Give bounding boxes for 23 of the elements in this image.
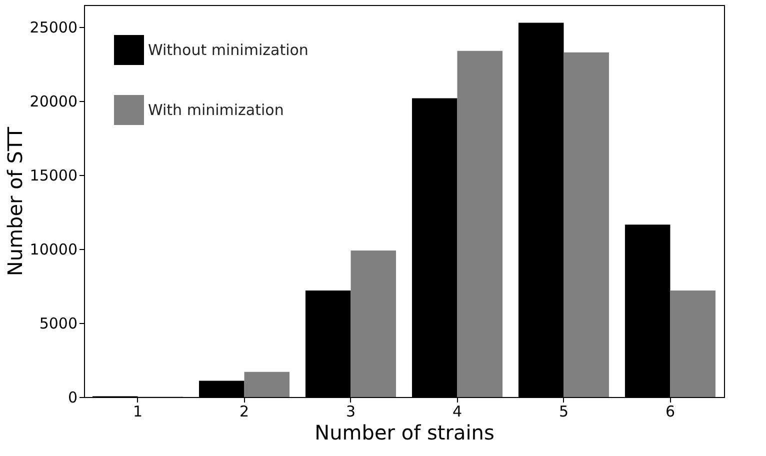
y-tick-label: 20000 bbox=[30, 92, 78, 111]
y-tick-label: 10000 bbox=[30, 240, 78, 259]
bar bbox=[244, 372, 290, 397]
x-axis-title: Number of strains bbox=[314, 420, 494, 444]
x-tick-label: 5 bbox=[558, 402, 569, 420]
y-tick-label: 25000 bbox=[30, 18, 78, 37]
y-tick-label: 0 bbox=[68, 388, 78, 406]
bar bbox=[670, 290, 716, 397]
legend-label: With minimization bbox=[148, 101, 284, 119]
x-tick-label: 6 bbox=[665, 402, 675, 420]
y-axis-title: Number of STT bbox=[2, 126, 27, 276]
y-tick-label: 15000 bbox=[30, 166, 78, 185]
bar bbox=[457, 50, 502, 397]
legend-label: Without minimization bbox=[148, 41, 308, 59]
bar bbox=[350, 250, 396, 397]
bar bbox=[564, 52, 609, 397]
y-tick-label: 5000 bbox=[39, 314, 78, 333]
bar bbox=[412, 98, 458, 397]
x-tick-label: 3 bbox=[346, 402, 356, 420]
bar bbox=[624, 224, 670, 397]
x-tick-label: 1 bbox=[133, 402, 143, 420]
x-tick-label: 2 bbox=[239, 402, 250, 420]
x-tick-label: 4 bbox=[452, 402, 462, 420]
